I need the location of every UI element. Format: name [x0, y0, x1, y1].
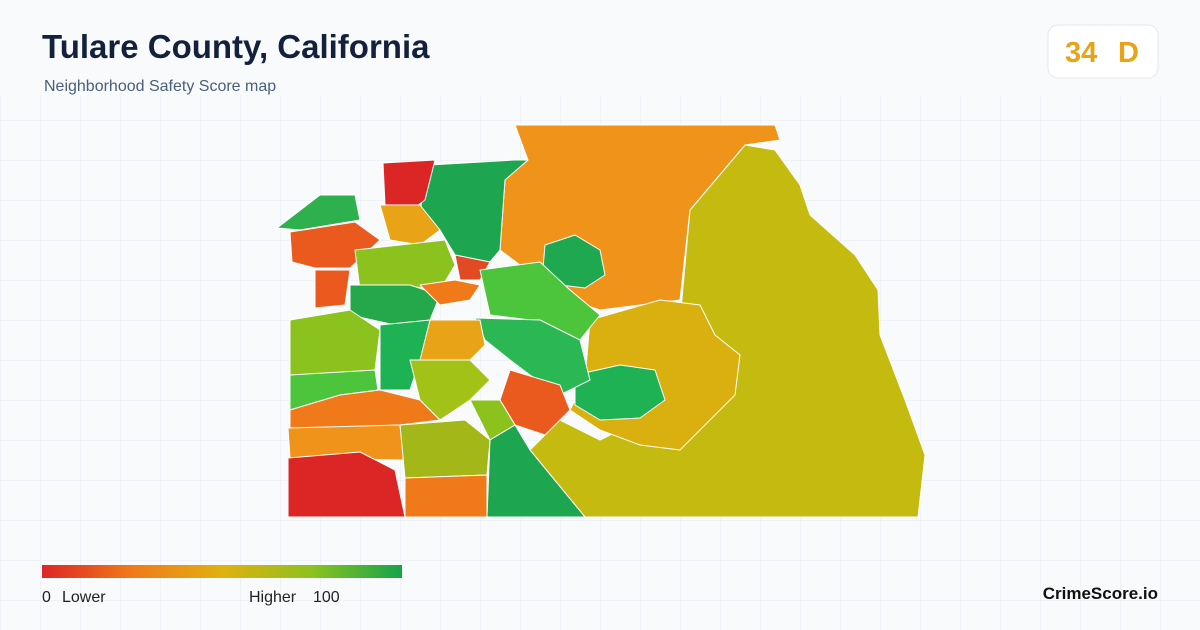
region — [574, 364, 666, 421]
score-badge: 34 D — [1047, 24, 1159, 79]
region — [479, 261, 601, 341]
legend-min-label: Lower — [62, 589, 106, 606]
region — [419, 279, 481, 306]
region — [529, 144, 926, 518]
badge-box — [1047, 24, 1159, 79]
legend-max-label: Higher — [249, 589, 297, 606]
county-map — [276, 124, 926, 518]
region — [399, 419, 491, 479]
region — [287, 451, 406, 518]
legend-max: 100 — [313, 589, 340, 606]
badge-grade: D — [1118, 37, 1139, 69]
region — [404, 474, 488, 518]
legend: 0 Lower Higher 100 — [42, 565, 402, 606]
region — [276, 194, 361, 231]
brand: CrimeScore.io — [1043, 584, 1158, 603]
title: Tulare County, California — [42, 28, 430, 65]
region — [314, 269, 351, 309]
legend-gradient — [42, 565, 402, 578]
subtitle: Neighborhood Safety Score map — [44, 78, 276, 95]
region — [379, 204, 441, 246]
region — [486, 424, 586, 518]
badge-score: 34 — [1065, 37, 1097, 69]
legend-min: 0 — [42, 589, 51, 606]
